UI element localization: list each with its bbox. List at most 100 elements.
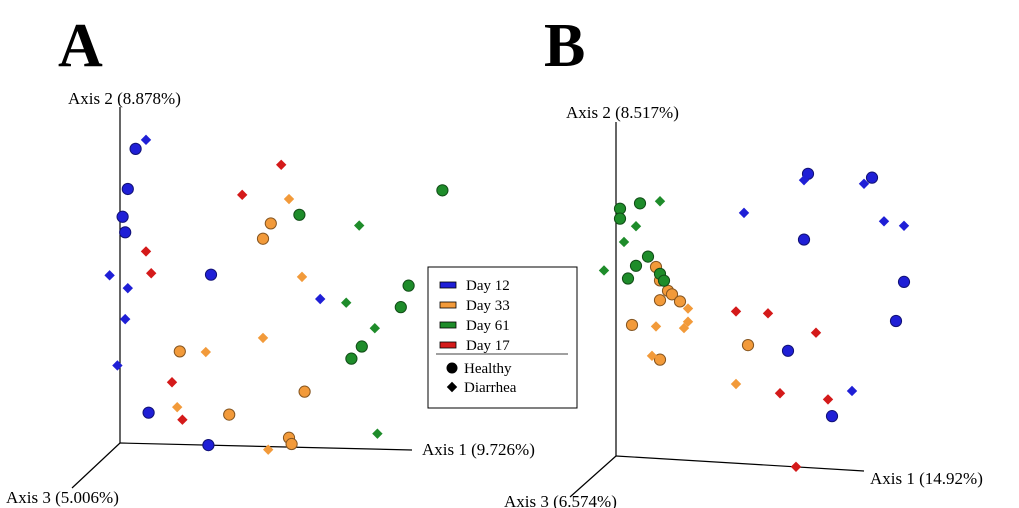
legend-label: Day 33: [466, 298, 510, 314]
legend-swatch: [439, 301, 457, 309]
point-day-17-diamond: [140, 246, 152, 257]
legend-box: [427, 266, 578, 409]
point-day-12-diamond: [122, 282, 133, 294]
point-day-12-circle: [797, 233, 811, 246]
point-day-12-circle: [142, 406, 155, 419]
panel-b-axis2-label: Axis 2 (8.517%): [566, 103, 679, 122]
legend: Day 12 Day 33 Day 61 Day 17 Healthy Diarrhea: [427, 266, 578, 409]
point-day-17-diamond: [177, 414, 188, 425]
point-day-12-circle: [865, 171, 879, 184]
point-day-12-circle: [116, 210, 129, 223]
point-day-33-diamond: [172, 401, 183, 413]
point-day-61-circle: [355, 340, 368, 353]
point-day-12-circle: [889, 314, 903, 328]
point-day-12-diamond: [846, 385, 858, 397]
point-day-12-diamond: [898, 220, 910, 231]
panel-a-axis2-label: Axis 2 (8.878%): [68, 89, 181, 108]
point-day-17-diamond: [790, 461, 802, 472]
legend-label: Day 61: [466, 318, 510, 334]
point-day-12-circle: [121, 182, 134, 196]
point-day-61-diamond: [618, 236, 630, 248]
legend-diamond-icon: [446, 381, 458, 393]
point-day-61-diamond: [630, 221, 642, 232]
point-day-33-circle: [223, 408, 236, 421]
point-day-33-circle: [665, 288, 679, 301]
point-day-33-circle: [625, 318, 639, 332]
point-day-61-circle: [394, 301, 407, 314]
point-day-33-diamond: [678, 322, 690, 334]
point-day-61-circle: [641, 250, 655, 263]
point-day-33-diamond: [730, 378, 742, 390]
point-day-12-diamond: [120, 313, 131, 325]
point-day-61-circle: [621, 272, 635, 285]
point-day-33-diamond: [263, 444, 274, 455]
point-day-33-diamond: [283, 193, 295, 205]
point-day-12-diamond: [140, 134, 152, 146]
panel-b-axis3-label: Axis 3 (6.574%): [504, 492, 617, 508]
point-day-12-circle: [202, 439, 215, 452]
panel-a-axis1-label: Axis 1 (9.726%): [422, 440, 535, 459]
panel-a-axes: [71, 107, 413, 489]
point-day-33-diamond: [682, 303, 694, 314]
point-day-61-diamond: [598, 265, 610, 276]
panel-a-points: [104, 134, 449, 455]
legend-swatch: [439, 281, 457, 289]
point-day-17-diamond: [146, 268, 157, 279]
point-day-12-circle: [119, 226, 132, 239]
point-day-61-diamond: [341, 297, 352, 308]
point-day-17-diamond: [166, 377, 178, 388]
point-day-61-diamond: [369, 323, 380, 334]
point-day-12-diamond: [798, 174, 810, 186]
point-day-12-circle: [825, 410, 839, 423]
point-day-12-circle: [897, 275, 911, 288]
point-day-33-diamond: [200, 346, 211, 358]
legend-swatch: [439, 321, 457, 329]
legend-label: Day 12: [466, 278, 510, 294]
point-day-17-diamond: [822, 394, 834, 405]
point-day-17-diamond: [276, 159, 287, 170]
panel-b-axes: [569, 122, 865, 498]
point-day-12-circle: [204, 268, 218, 281]
point-day-61-circle: [633, 197, 647, 210]
panel-letter-b: B: [544, 12, 585, 80]
point-day-61-circle: [629, 259, 643, 272]
panel-a-axis1-line: [119, 442, 413, 451]
point-day-33-circle: [653, 353, 667, 366]
point-day-33-diamond: [257, 332, 269, 344]
panel-b-axis1-line: [615, 455, 865, 472]
point-day-33-circle: [173, 345, 186, 358]
point-day-61-circle: [293, 208, 306, 221]
point-day-17-diamond: [810, 327, 822, 338]
point-day-33-circle: [264, 217, 277, 230]
point-day-33-circle: [256, 232, 270, 245]
point-day-61-circle: [402, 279, 415, 292]
point-day-12-diamond: [104, 270, 115, 281]
point-day-12-diamond: [858, 178, 870, 189]
panel-b-axis1-label: Axis 1 (14.92%): [870, 469, 983, 488]
point-day-17-diamond: [237, 189, 248, 201]
panel-letter-a: A: [58, 12, 103, 80]
legend-label: Healthy: [464, 361, 512, 377]
legend-circle-icon: [446, 362, 458, 374]
point-day-12-diamond: [315, 293, 326, 305]
panel-b-points: [598, 167, 911, 472]
point-day-33-circle: [673, 295, 687, 308]
point-day-17-diamond: [774, 388, 786, 399]
point-day-17-diamond: [762, 308, 774, 319]
point-day-17-diamond: [730, 306, 742, 317]
legend-label: Day 17: [466, 338, 510, 354]
point-day-33-diamond: [646, 350, 658, 362]
point-day-12-diamond: [112, 360, 123, 371]
legend-label: Diarrhea: [464, 380, 517, 396]
point-day-33-circle: [741, 339, 755, 352]
legend-swatch: [439, 341, 457, 349]
point-day-33-circle: [298, 385, 311, 398]
point-day-33-diamond: [650, 321, 662, 332]
point-day-61-circle: [345, 352, 358, 365]
point-day-33-circle: [285, 437, 298, 451]
point-day-61-diamond: [654, 196, 666, 207]
point-day-12-circle: [781, 344, 795, 357]
point-day-33-circle: [653, 294, 667, 307]
panel-a-axis3-line: [71, 442, 121, 489]
